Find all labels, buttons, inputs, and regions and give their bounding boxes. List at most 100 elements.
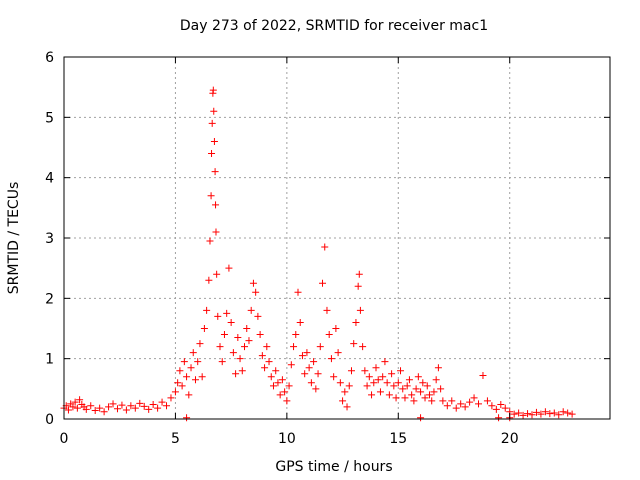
x-tick-label: 0: [60, 431, 69, 447]
data-point: [417, 388, 425, 396]
data-point: [457, 400, 465, 408]
data-point: [176, 367, 184, 375]
y-tick-label: 1: [45, 352, 54, 368]
data-point: [276, 391, 284, 399]
data-point: [408, 391, 416, 399]
data-point: [334, 349, 342, 357]
data-point: [381, 358, 389, 366]
data-point: [100, 408, 108, 416]
data-point: [321, 243, 329, 251]
data-point: [379, 373, 387, 381]
data-point: [183, 414, 191, 422]
data-point: [336, 379, 344, 387]
data-point: [287, 361, 295, 369]
data-point: [434, 364, 442, 372]
y-axis-title: SRMTID / TECUs: [6, 182, 22, 295]
data-point: [154, 404, 162, 412]
data-point: [417, 414, 425, 422]
data-point: [109, 400, 117, 408]
data-point: [283, 397, 291, 405]
y-tick-label: 6: [45, 50, 54, 66]
data-point: [430, 388, 438, 396]
data-point: [497, 401, 505, 409]
data-point: [347, 367, 355, 375]
data-point: [314, 370, 322, 378]
data-point: [319, 279, 327, 287]
data-point: [421, 394, 429, 402]
data-point: [437, 385, 445, 393]
data-point: [307, 379, 315, 387]
data-point: [185, 391, 193, 399]
data-point: [196, 340, 204, 348]
data-point: [524, 410, 532, 418]
data-point: [149, 401, 157, 409]
data-point: [305, 364, 313, 372]
data-point: [87, 402, 95, 410]
data-point: [559, 408, 567, 416]
x-tick-label: 5: [171, 431, 180, 447]
data-point: [412, 385, 420, 393]
data-point: [359, 343, 367, 351]
data-point: [232, 370, 240, 378]
data-point: [140, 402, 148, 410]
data-point: [122, 406, 130, 414]
data-point: [254, 312, 262, 320]
data-point: [361, 367, 369, 375]
data-point: [191, 376, 199, 384]
data-point: [281, 388, 289, 396]
data-point: [234, 334, 242, 342]
data-point: [76, 396, 84, 404]
data-point: [461, 403, 469, 411]
data-point: [312, 385, 320, 393]
data-point: [385, 391, 393, 399]
data-point: [327, 355, 335, 363]
data-point: [212, 228, 220, 236]
data-point: [368, 391, 376, 399]
chart-title: Day 273 of 2022, SRMTID for receiver mac…: [180, 18, 488, 34]
data-point: [475, 400, 483, 408]
data-point: [388, 370, 396, 378]
data-point: [194, 358, 202, 366]
data-point: [376, 388, 384, 396]
data-point: [501, 404, 509, 412]
data-point: [310, 358, 318, 366]
data-point: [210, 137, 218, 145]
data-point: [227, 318, 235, 326]
data-point: [439, 397, 447, 405]
data-point: [216, 343, 224, 351]
data-point: [541, 408, 549, 416]
data-point: [392, 394, 400, 402]
data-point: [479, 372, 487, 380]
data-point: [187, 364, 195, 372]
data-point: [383, 379, 391, 387]
data-point: [211, 168, 219, 176]
data-point: [206, 237, 214, 245]
data-point: [203, 306, 211, 314]
data-point: [466, 398, 474, 406]
x-tick-label: 10: [278, 431, 296, 447]
grid-lines: [64, 57, 610, 419]
data-point: [537, 410, 545, 418]
data-point: [363, 382, 371, 390]
data-point: [519, 411, 527, 419]
data-point: [339, 397, 347, 405]
data-point: [532, 408, 540, 416]
data-point: [399, 385, 407, 393]
data-point: [350, 340, 358, 348]
data-point: [510, 410, 518, 418]
data-point: [483, 397, 491, 405]
data-point: [296, 318, 304, 326]
data-point: [269, 382, 277, 390]
data-point: [258, 352, 266, 360]
data-point: [423, 382, 431, 390]
data-point: [208, 119, 216, 127]
data-point: [118, 401, 126, 409]
data-point: [213, 270, 221, 278]
data-point: [372, 364, 380, 372]
data-point: [131, 404, 139, 412]
data-point: [205, 276, 213, 284]
data-point: [316, 343, 324, 351]
data-point: [241, 343, 249, 351]
data-point: [397, 367, 405, 375]
